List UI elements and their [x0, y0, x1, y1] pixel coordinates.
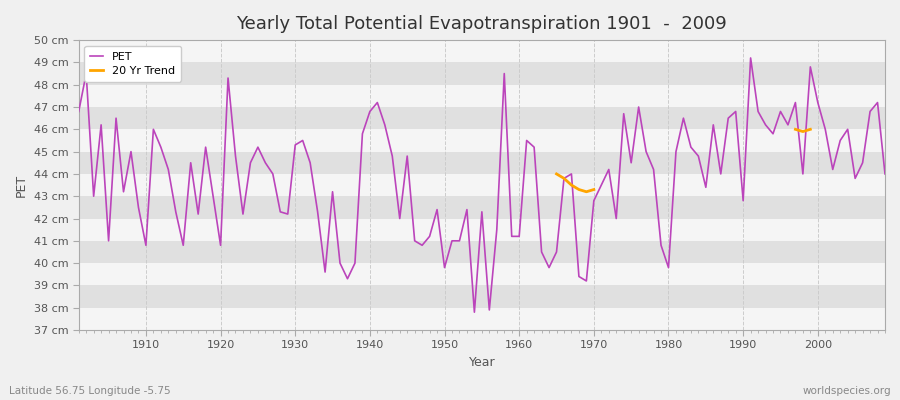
20 Yr Trend: [566, 183, 577, 188]
Bar: [78, 129, 885, 152]
Text: Latitude 56.75 Longitude -5.75: Latitude 56.75 Longitude -5.75: [9, 386, 171, 396]
PET: [514, 234, 525, 239]
Title: Yearly Total Potential Evapotranspiration 1901  -  2009: Yearly Total Potential Evapotranspiratio…: [237, 15, 727, 33]
X-axis label: Year: Year: [469, 356, 495, 369]
Line: PET: PET: [78, 58, 885, 312]
Bar: [78, 286, 885, 308]
Bar: [78, 263, 885, 286]
PET: [611, 216, 622, 221]
Bar: [78, 40, 885, 62]
Text: worldspecies.org: worldspecies.org: [803, 386, 891, 396]
20 Yr Trend: [581, 189, 592, 194]
Bar: [78, 85, 885, 107]
PET: [521, 138, 532, 143]
PET: [879, 172, 890, 176]
Bar: [78, 308, 885, 330]
Bar: [78, 62, 885, 85]
Bar: [78, 152, 885, 174]
PET: [297, 138, 308, 143]
Bar: [78, 174, 885, 196]
Bar: [78, 218, 885, 241]
20 Yr Trend: [559, 176, 570, 181]
20 Yr Trend: [573, 187, 584, 192]
PET: [342, 276, 353, 281]
Bar: [78, 196, 885, 218]
Legend: PET, 20 Yr Trend: PET, 20 Yr Trend: [85, 46, 181, 82]
Bar: [78, 107, 885, 129]
Y-axis label: PET: PET: [15, 174, 28, 197]
PET: [133, 205, 144, 210]
Line: 20 Yr Trend: 20 Yr Trend: [556, 174, 594, 192]
PET: [73, 109, 84, 114]
PET: [469, 310, 480, 314]
20 Yr Trend: [551, 172, 562, 176]
Bar: [78, 241, 885, 263]
PET: [745, 56, 756, 60]
20 Yr Trend: [589, 187, 599, 192]
